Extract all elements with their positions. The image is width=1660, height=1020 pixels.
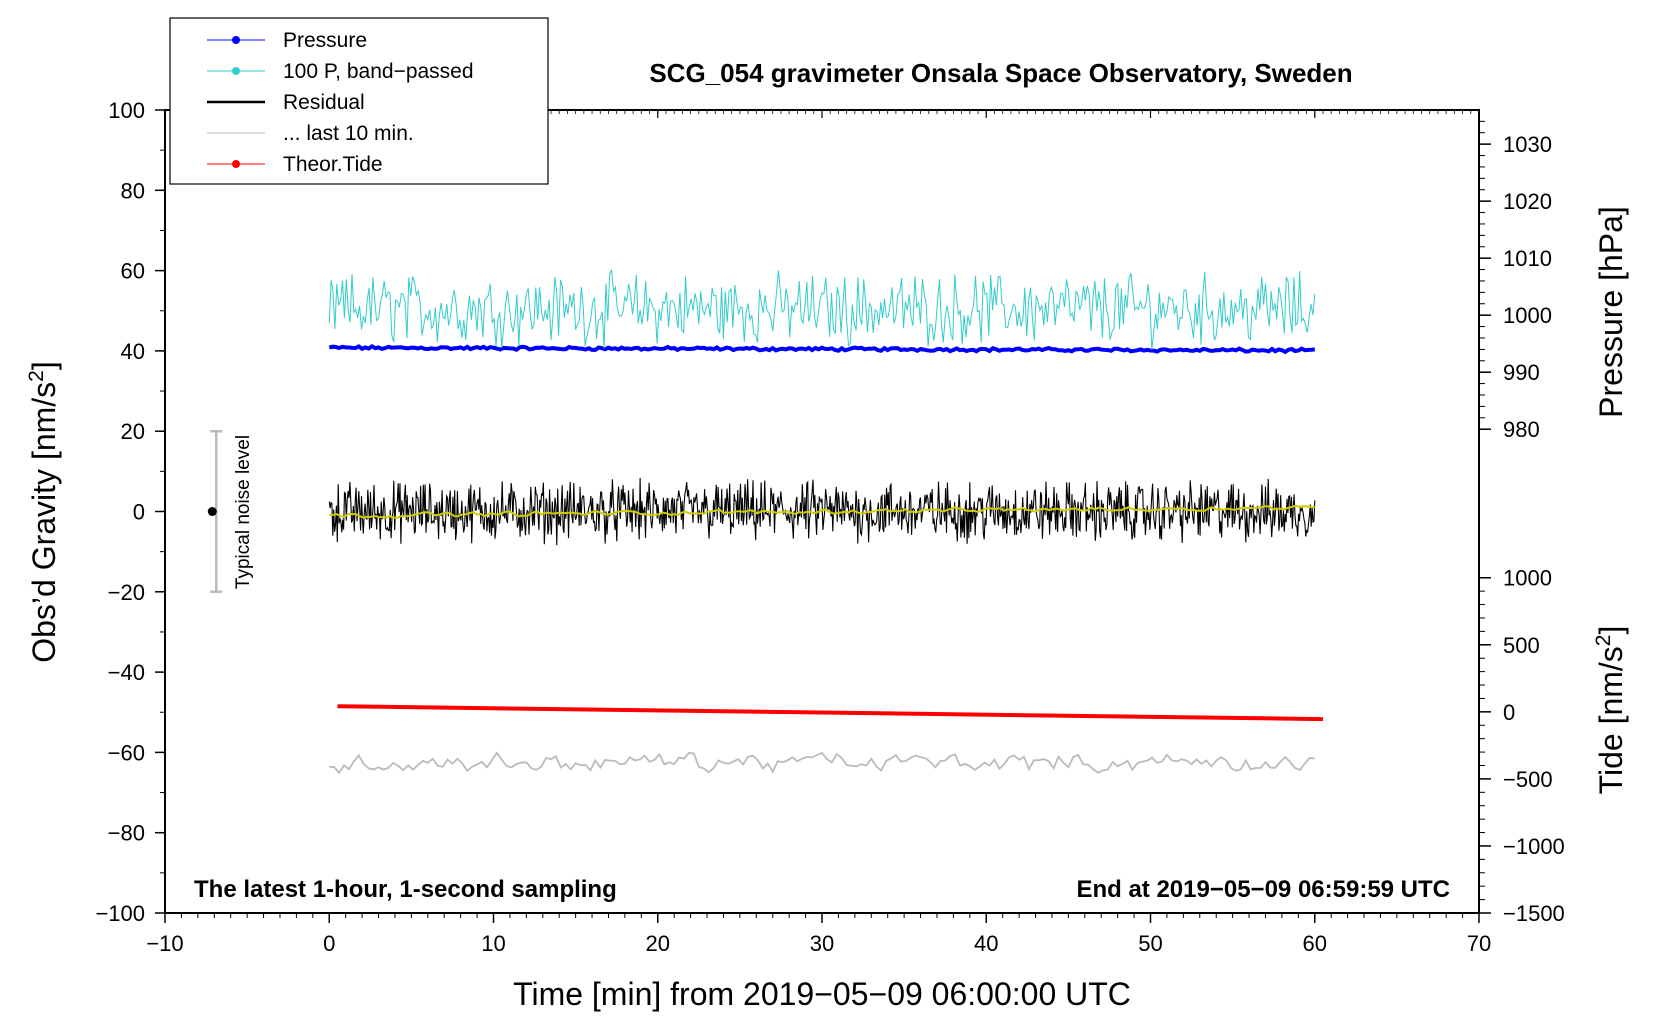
y-axis-tide-title-main: Tide [nm/s [1593,646,1629,794]
y-axis-tide-title-end: ] [1593,626,1629,635]
y-tick-label: 60 [121,259,145,284]
y-axis-tide-title-sup: 2 [1592,635,1615,647]
chart-title: SCG_054 gravimeter Onsala Space Observat… [649,58,1352,88]
y-tick-label: 0 [133,500,145,525]
y-tick-label: 40 [121,339,145,364]
y-axis-left-title-sup: 2 [25,370,48,382]
y-tick-label: −40 [108,660,145,685]
y-axis-pressure-title: Pressure [hPa] [1593,206,1629,418]
series-residual-smoothed [329,504,1315,519]
x-tick-label: 10 [481,931,505,956]
y-tick-label: 100 [108,98,145,123]
series-residual [328,477,1316,546]
legend-swatch-marker [232,160,240,168]
legend-label: Residual [283,91,365,114]
x-tick-label: 70 [1467,931,1491,956]
pressure-tick-label: 1010 [1503,246,1552,271]
series-layer [328,269,1323,775]
tide-tick-label: 500 [1503,633,1540,658]
x-axis-title: Time [min] from 2019−05−09 06:00:00 UTC [513,976,1131,1012]
y-axis-left-title-main: Obs’d Gravity [nm/s [26,382,62,663]
series-theor-tide [337,704,1323,722]
legend-swatch-marker [232,67,240,75]
legend: Pressure 100 P, band−passed Residual ... la… [169,17,549,185]
pressure-tick-label: 1030 [1503,132,1552,157]
tide-tick-label: −500 [1503,767,1553,792]
ticks-layer: −10 0 10 20 30 40 50 60 70−100−80−60−40−20020406… [95,98,1564,956]
x-tick-label: 30 [810,931,834,956]
legend-label: 100 P, band−passed [283,60,474,83]
tide-tick-label: −1500 [1503,901,1565,926]
noise-bar-center-dot [207,507,217,516]
series-100-p-band-passed [328,269,1316,350]
x-tick-label: 50 [1138,931,1162,956]
tide-tick-label: 0 [1503,700,1515,725]
series--last-10-min- [329,751,1315,775]
x-tick-label: 40 [974,931,998,956]
y-tick-label: 80 [121,178,145,203]
tide-tick-label: −1000 [1503,834,1565,859]
y-axis-left-title-end: ] [26,361,62,370]
x-tick-label: 20 [646,931,670,956]
legend-label: Pressure [283,29,367,52]
y-tick-label: −80 [108,821,145,846]
pressure-tick-label: 1000 [1503,303,1552,328]
pressure-tick-label: 990 [1503,360,1540,385]
pressure-tick-label: 980 [1503,417,1540,442]
y-tick-label: −20 [108,580,145,605]
legend-label: Theor.Tide [283,153,383,176]
series-pressure [328,343,1315,355]
y-tick-label: −100 [95,901,145,926]
end-time-annotation: End at 2019−05−09 06:59:59 UTC [1076,876,1450,903]
y-tick-label: −60 [108,740,145,765]
legend-swatch-marker [232,36,240,44]
x-tick-label: 60 [1303,931,1327,956]
x-tick-label: −10 [146,931,183,956]
y-axis-tide-title: Tide [nm/s2] [1592,626,1629,795]
y-tick-label: 20 [121,419,145,444]
sampling-annotation: The latest 1-hour, 1-second sampling [194,876,617,903]
tide-tick-label: 1000 [1503,566,1552,591]
x-tick-label: 0 [323,931,335,956]
legend-label: ... last 10 min. [283,122,414,145]
noise-level-indicator [207,429,223,594]
y-axis-left-title: Obs’d Gravity [nm/s2] [25,361,62,663]
noise-level-label: Typical noise level [233,435,254,589]
pressure-tick-label: 1020 [1503,189,1552,214]
